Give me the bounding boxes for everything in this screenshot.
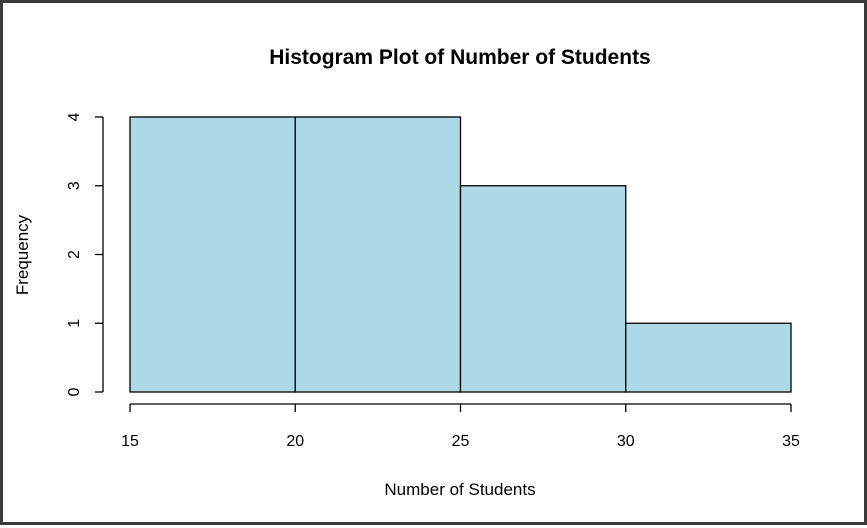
y-tick-label: 1 — [66, 319, 83, 328]
x-tick-label: 20 — [286, 433, 304, 450]
y-axis: 0 1 2 3 4 — [66, 112, 104, 396]
chart-title: Histogram Plot of Number of Students — [269, 46, 651, 69]
histogram-bar-2 — [459, 185, 627, 393]
y-tick-label: 2 — [66, 250, 83, 259]
x-tick-label: 35 — [782, 433, 800, 450]
x-tick-label: 25 — [452, 433, 470, 450]
y-tick-label: 4 — [66, 112, 83, 121]
histogram-bar-1 — [294, 116, 462, 393]
histogram-bar-3 — [625, 322, 792, 393]
histogram-chart: Histogram Plot of Number of Students Num… — [13, 46, 800, 499]
x-tick-label: 30 — [617, 433, 635, 450]
histogram-bar-0 — [129, 116, 296, 393]
y-tick-label: 0 — [66, 387, 83, 396]
x-axis: 15 20 25 30 35 — [121, 403, 800, 450]
x-tick-label: 15 — [121, 433, 139, 450]
bars-group — [129, 116, 792, 393]
y-axis-label: Frequency — [13, 214, 32, 295]
x-axis-label: Number of Students — [384, 480, 535, 499]
y-tick-label: 3 — [66, 181, 83, 190]
